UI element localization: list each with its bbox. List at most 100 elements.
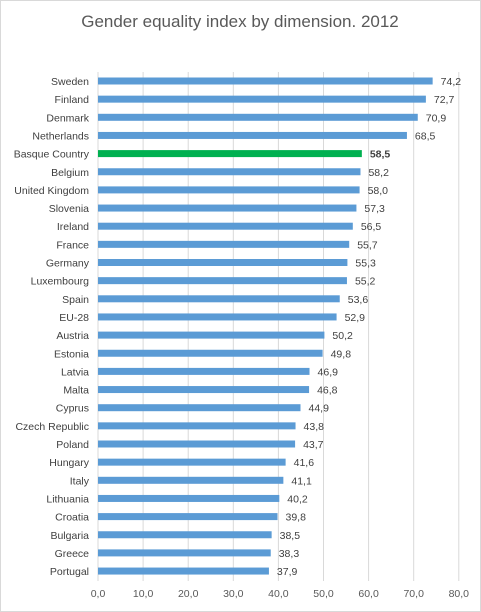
category-label: Portugal <box>50 566 89 578</box>
bar <box>98 295 340 303</box>
x-tick-label: 40,0 <box>268 588 289 600</box>
bar <box>98 204 357 212</box>
category-label: Luxembourg <box>31 276 90 288</box>
category-label: Bulgaria <box>50 530 89 542</box>
value-label: 38,3 <box>279 548 300 560</box>
category-label: Spain <box>62 294 89 306</box>
bar <box>98 531 272 539</box>
category-label: Lithuania <box>46 493 89 505</box>
chart-title: Gender equality index by dimension. 2012 <box>81 12 399 31</box>
value-label: 46,8 <box>317 385 338 397</box>
bar <box>98 77 433 85</box>
value-label: 49,8 <box>331 348 352 360</box>
category-label: Belgium <box>51 167 89 179</box>
category-label: Ireland <box>57 221 89 233</box>
value-label: 41,6 <box>294 457 315 469</box>
bars <box>98 77 433 575</box>
bar <box>98 131 407 139</box>
value-label: 40,2 <box>287 493 308 505</box>
value-label: 57,3 <box>364 203 385 215</box>
bar <box>98 440 296 448</box>
category-label: Denmark <box>46 112 89 124</box>
category-label: Poland <box>56 439 89 451</box>
value-label: 52,9 <box>345 312 366 324</box>
category-label: EU-28 <box>59 312 89 324</box>
bar <box>98 494 280 502</box>
bar <box>98 513 278 521</box>
bar <box>98 458 286 466</box>
value-label: 70,9 <box>426 112 447 124</box>
value-label: 53,6 <box>348 294 369 306</box>
category-label: Slovenia <box>49 203 89 215</box>
value-label: 43,7 <box>303 439 324 451</box>
bar <box>98 349 323 357</box>
value-label: 46,9 <box>318 366 339 378</box>
value-label: 56,5 <box>361 221 382 233</box>
bar <box>98 404 301 412</box>
value-label: 38,5 <box>280 530 301 542</box>
category-label: United Kingdom <box>14 185 89 197</box>
x-tick-label: 70,0 <box>403 588 424 600</box>
value-label: 55,3 <box>355 258 376 270</box>
category-labels: Sweden Finland Denmark Netherlands Basque Co… <box>14 76 90 578</box>
bar <box>98 240 350 248</box>
category-label: Estonia <box>54 348 89 360</box>
value-label: 43,8 <box>304 421 325 433</box>
category-label: Latvia <box>61 366 89 378</box>
bar <box>98 113 418 121</box>
value-labels: 74,2 72,7 70,9 68,5 58,5 58,2 58,0 57,3 56,5 55,7… <box>277 76 461 578</box>
value-label: 55,2 <box>355 276 376 288</box>
value-label: 72,7 <box>434 94 455 106</box>
category-label: Basque Country <box>14 149 90 161</box>
bar <box>98 367 310 375</box>
x-tick-label: 50,0 <box>313 588 334 600</box>
category-label: France <box>56 239 89 251</box>
x-tick-label: 60,0 <box>358 588 379 600</box>
value-label: 58,2 <box>368 167 389 179</box>
category-label: Finland <box>55 94 90 106</box>
bar <box>98 549 271 557</box>
bar <box>98 150 362 158</box>
category-label: Croatia <box>55 512 89 524</box>
bar <box>98 567 269 575</box>
value-label: 44,9 <box>308 403 329 415</box>
bar <box>98 222 353 230</box>
category-label: Netherlands <box>32 130 89 142</box>
x-tick-label: 20,0 <box>178 588 199 600</box>
grid-lines <box>97 72 460 581</box>
category-label: Czech Republic <box>15 421 89 433</box>
bar <box>98 331 325 339</box>
value-label: 50,2 <box>332 330 353 342</box>
value-label: 74,2 <box>441 76 462 88</box>
category-label: Germany <box>46 258 90 270</box>
value-label: 68,5 <box>415 130 436 142</box>
category-label: Malta <box>63 385 89 397</box>
category-label: Italy <box>70 475 90 487</box>
category-label: Sweden <box>51 76 89 88</box>
x-tick-label: 0,0 <box>91 588 106 600</box>
x-tick-label: 30,0 <box>223 588 244 600</box>
x-tick-label: 10,0 <box>133 588 154 600</box>
bar <box>98 277 347 285</box>
x-tick-label: 80,0 <box>449 588 470 600</box>
category-label: Austria <box>56 330 89 342</box>
category-label: Cyprus <box>56 403 89 415</box>
bar <box>98 259 348 266</box>
value-label: 41,1 <box>291 475 312 487</box>
value-label: 55,7 <box>357 239 378 251</box>
value-label: 58,5 <box>370 149 391 161</box>
bar <box>98 313 337 321</box>
value-label: 37,9 <box>277 566 298 578</box>
category-label: Hungary <box>49 457 89 469</box>
bar <box>98 186 360 194</box>
x-tick-labels: 0,0 10,0 20,0 30,0 40,0 50,0 60,0 70,0 80,0 <box>91 588 469 600</box>
bar <box>98 95 426 103</box>
value-label: 39,8 <box>285 512 306 524</box>
value-label: 58,0 <box>368 185 389 197</box>
bar <box>98 168 361 176</box>
category-label: Greece <box>55 548 90 560</box>
bar <box>98 422 296 430</box>
bar <box>98 386 310 394</box>
bar <box>98 476 284 484</box>
